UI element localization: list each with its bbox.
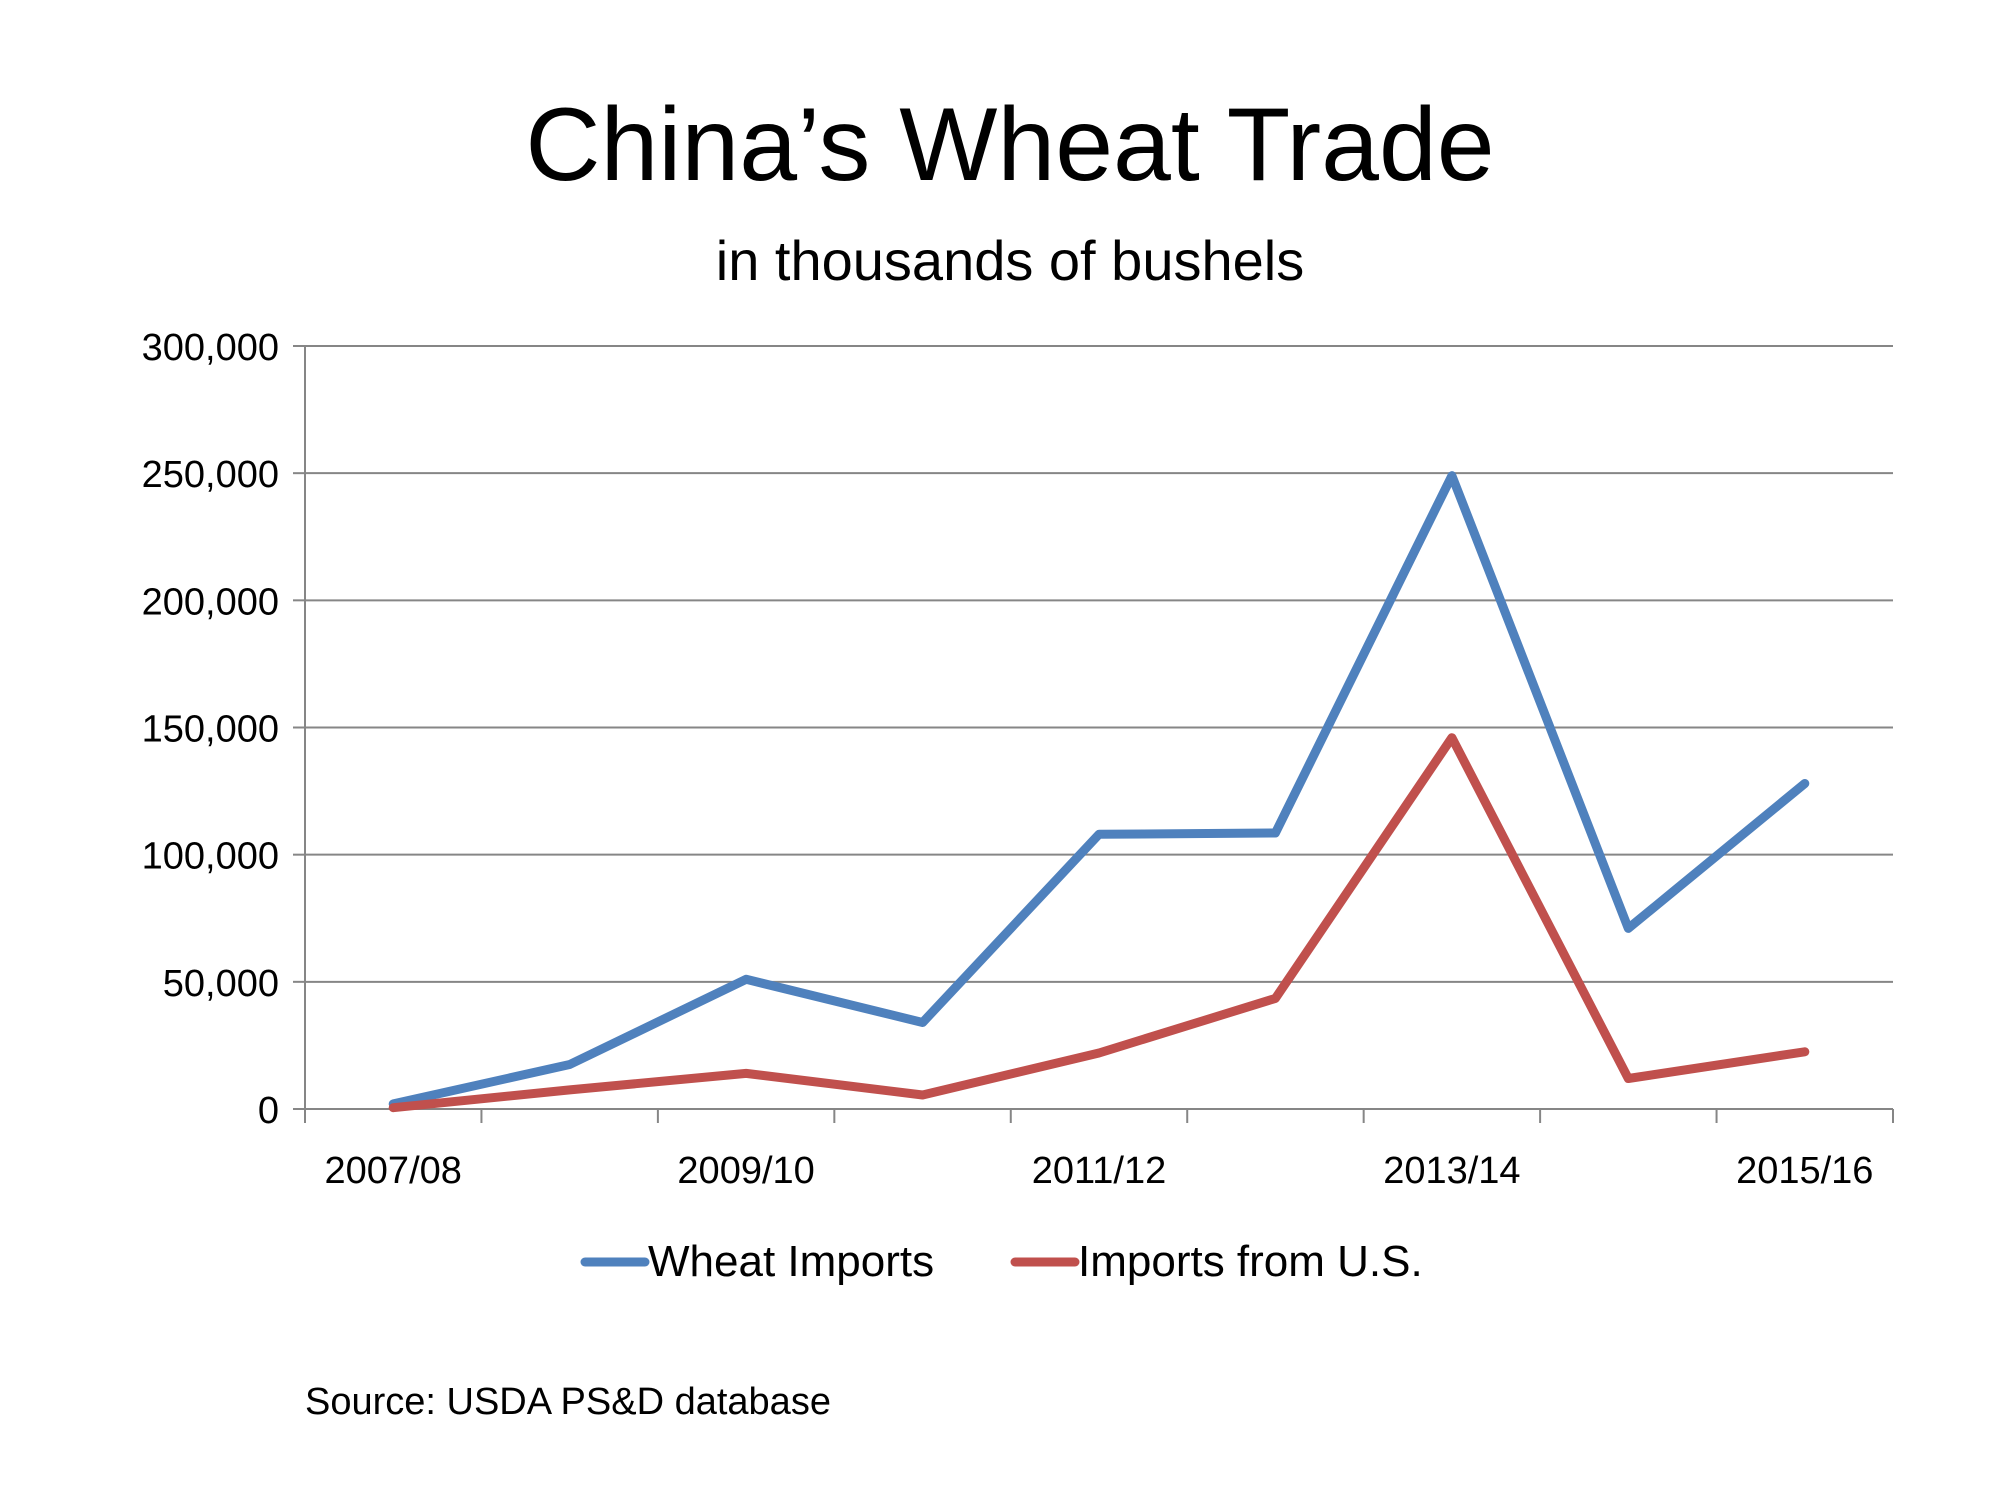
y-axis-tick-labels: 0 50,000 100,000 150,000 200,000 250,000 300,0… [142, 327, 279, 1132]
x-tick-label: 2015/16 [1736, 1150, 1873, 1192]
x-tick-label: 2011/12 [1032, 1150, 1167, 1192]
y-tick-label: 200,000 [142, 581, 279, 623]
y-tick-label: 50,000 [163, 963, 279, 1005]
source-note: Source: USDA PS&D database [305, 1381, 831, 1423]
y-tick-label: 150,000 [142, 709, 279, 751]
legend: Wheat Imports Imports from U.S. [580, 1237, 1423, 1286]
y-tick-label: 0 [258, 1090, 279, 1132]
legend-label: Imports from U.S. [1078, 1237, 1423, 1286]
x-tick-label: 2013/14 [1383, 1150, 1520, 1192]
series-line-wheat-imports [388, 471, 1810, 1109]
series-lines [388, 471, 1810, 1113]
x-tick-label: 2007/08 [325, 1150, 462, 1192]
x-tick-label: 2009/10 [677, 1150, 814, 1192]
y-tick-label: 100,000 [142, 836, 279, 878]
chart-subtitle: in thousands of bushels [716, 229, 1304, 292]
y-tick-label: 250,000 [142, 454, 279, 496]
y-tick-label: 300,000 [142, 327, 279, 369]
chart-title: China’s Wheat Trade [525, 87, 1494, 203]
legend-label: Wheat Imports [648, 1237, 934, 1286]
axes [304, 346, 1894, 1123]
x-axis-tick-labels: 2007/08 2009/10 2011/12 2013/14 2015/16 [325, 1150, 1874, 1192]
series-line-imports-from-u-s [388, 733, 1810, 1113]
grid-lines [293, 345, 1893, 1110]
